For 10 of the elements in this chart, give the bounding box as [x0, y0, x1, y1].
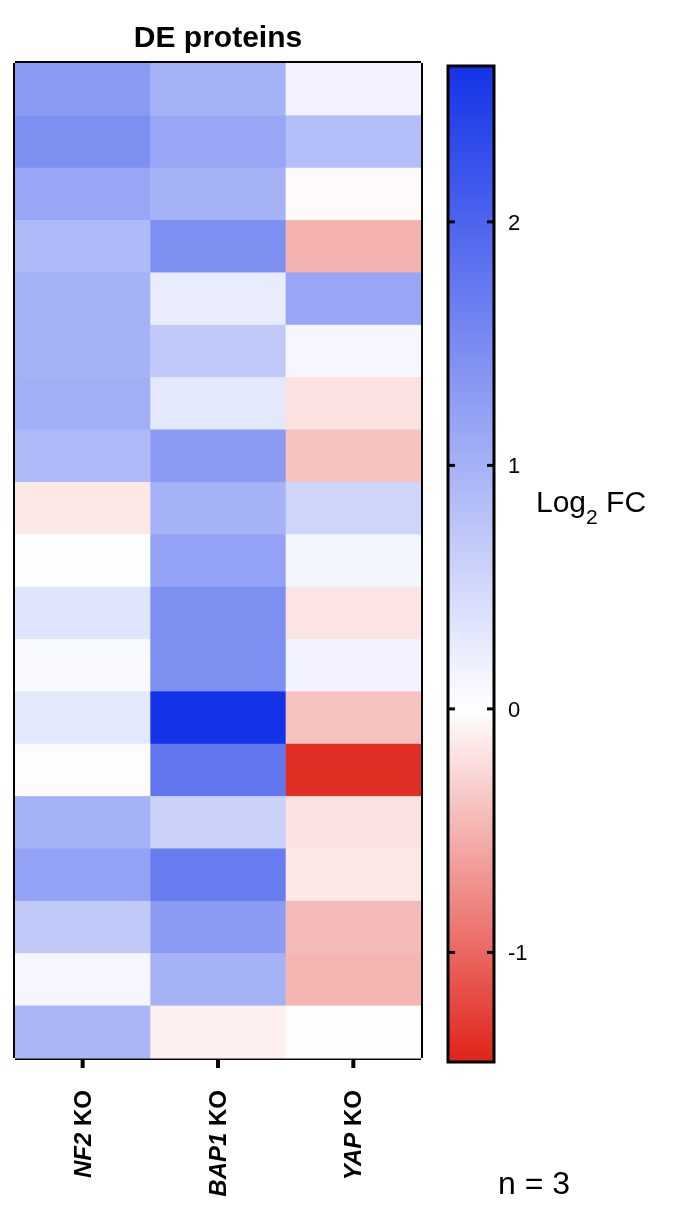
color-bar-label: 2 — [508, 209, 521, 235]
x-tick-label: BAP1 KO — [204, 1090, 231, 1197]
chart-title: DE proteins — [132, 20, 304, 54]
color-bar-label: 1 — [508, 453, 521, 479]
text: n = 3 — [498, 1165, 571, 1201]
color-bar-title: Log$_{2}$ FC — [536, 484, 647, 528]
x-tick-label: NF2 KO — [68, 1090, 96, 1179]
x-tick-label: YAP KO — [339, 1090, 367, 1181]
color-bar-label: -1 — [508, 940, 528, 966]
color-bar-label: 0 — [508, 696, 521, 722]
